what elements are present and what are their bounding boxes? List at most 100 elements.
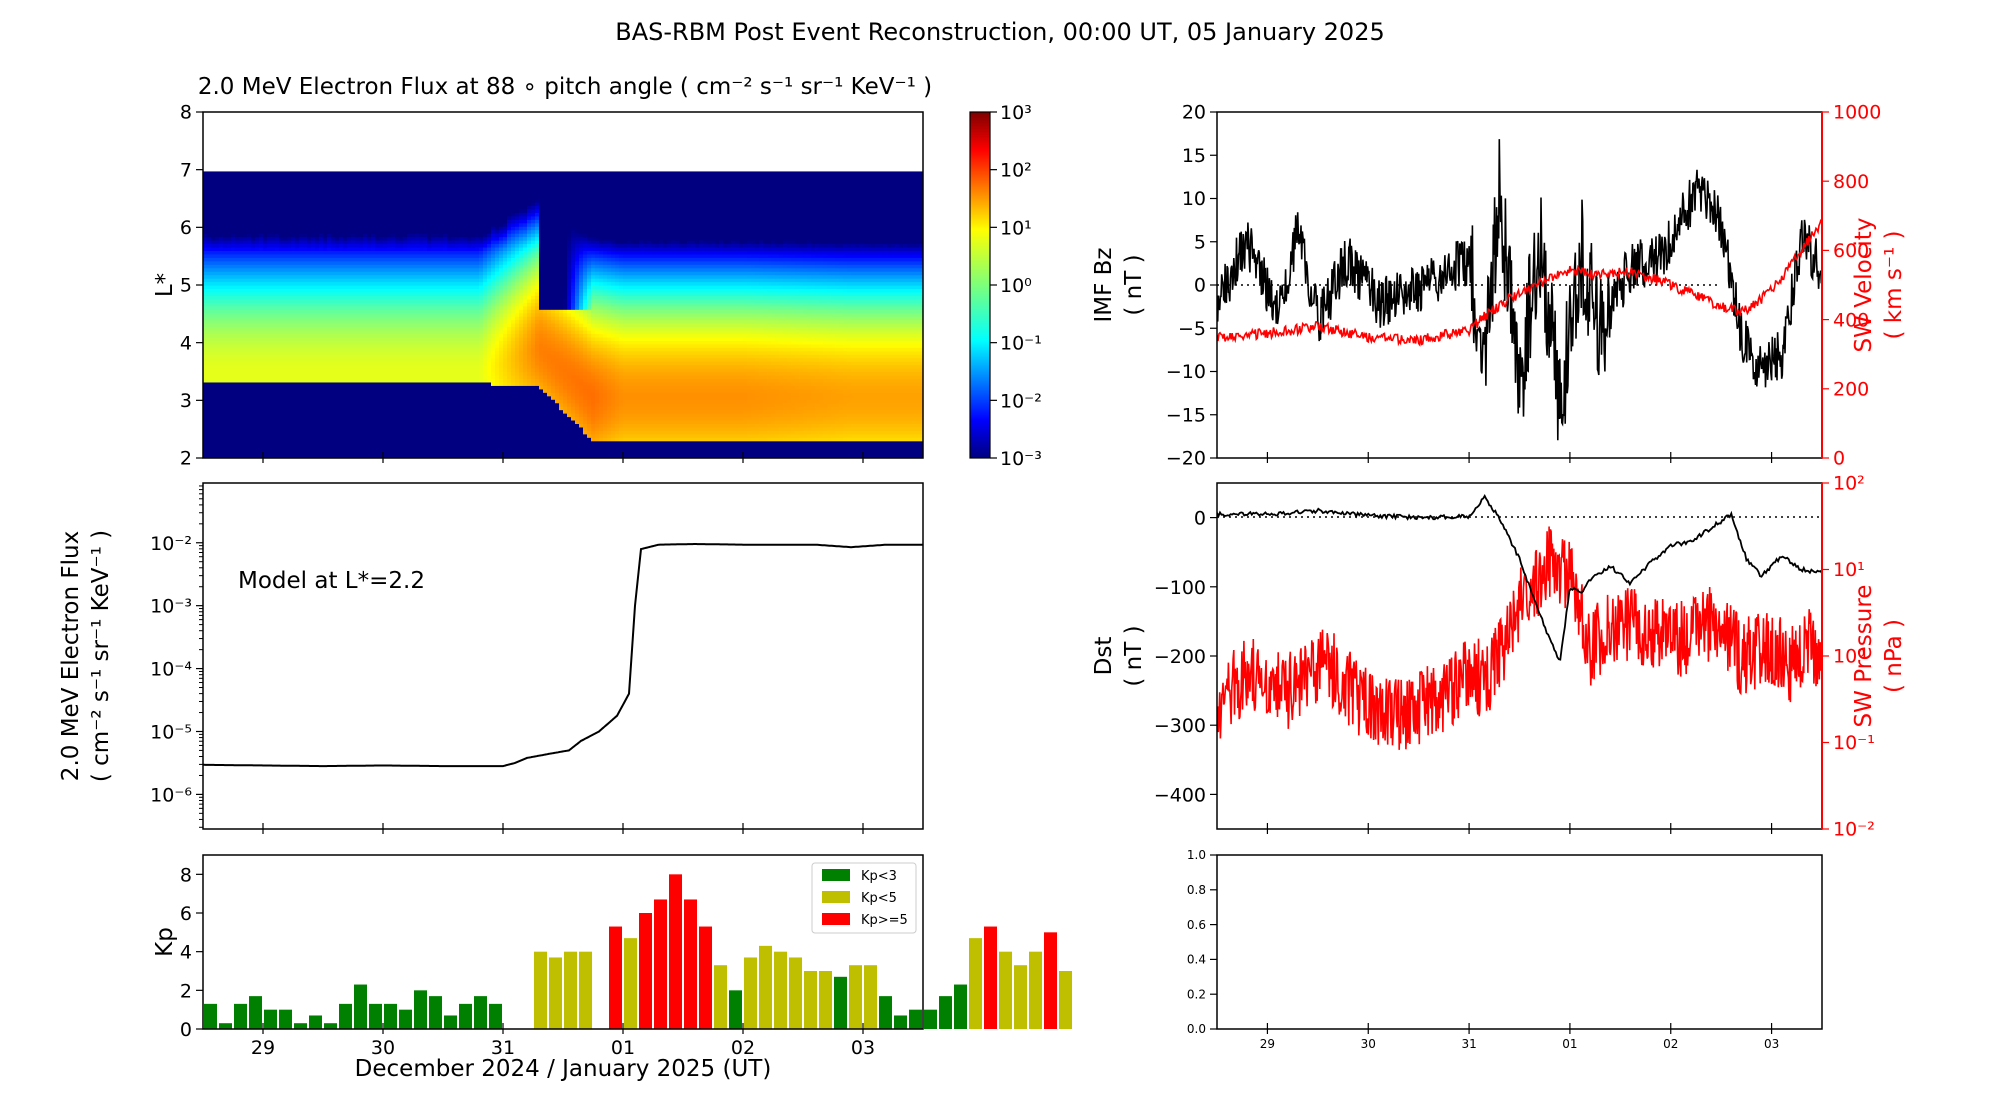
y-tick-label: 10⁻⁵ [150,721,192,743]
model-annotation: Model at L*=2.2 [238,568,425,594]
kp-bar [249,996,262,1029]
x-tick-label: 29 [1260,1037,1275,1051]
legend-label-kp5: Kp<5 [861,891,897,906]
y-tick-label: 8 [180,864,192,886]
y-tick-label: −300 [1154,715,1206,737]
y-tick-label: 3 [180,390,192,412]
kp-bar [1059,971,1072,1029]
kp-bar [624,938,637,1029]
kp-bar [714,965,727,1029]
kp-bar [489,1004,502,1029]
kp-bar [309,1015,322,1029]
y-tick-label: 8 [180,102,192,124]
y-tick-label: 10⁻³ [150,596,192,618]
y-tick-label: 7 [180,159,192,181]
y-tick-label: 0.0 [1187,1022,1206,1036]
kp-bar [264,1010,277,1029]
kp-bar [384,1004,397,1029]
kp-bar [639,913,652,1029]
y-tick-label: 5 [180,275,192,297]
y-tick-label: 10⁻¹ [1833,732,1875,754]
y-tick-label: 0 [180,1019,192,1041]
kp-bar [459,1004,472,1029]
x-tick-label: 03 [1764,1037,1779,1051]
model-flux-ylabel: 2.0 MeV Electron Flux( cm⁻² s⁻¹ sr⁻¹ KeV… [58,530,114,782]
model-flux-panel: 10⁻⁶ 10⁻⁵ 10⁻⁴ 10⁻³ 10⁻² Model at L*=2.2 2.0… [58,483,923,834]
y-tick-label: 5 [1194,231,1206,253]
y-tick-label: −20 [1166,448,1206,470]
kp-bar [774,952,787,1029]
y-tick-label: 10² [1833,473,1865,495]
y-tick-label: 10⁻² [1833,819,1875,841]
y-tick-label: 4 [180,942,192,964]
y-tick-label: 2 [180,980,192,1002]
spectrogram-title: 2.0 MeV Electron Flux at 88 ∘ pitch angl… [198,74,932,100]
kp-bar [834,977,847,1029]
legend-swatch-olive [822,891,850,903]
y-tick-label: 0.8 [1187,883,1206,897]
y-tick-label: 6 [180,217,192,239]
y-tick-label: 0 [1194,275,1206,297]
kp-bar [1014,965,1027,1029]
kp-bar [684,899,697,1029]
y-tick-label: 10¹ [1833,559,1865,581]
x-axis-label: December 2024 / January 2025 (UT) [355,1056,772,1082]
x-tick-label: 30 [1361,1037,1376,1051]
kp-bar [759,946,772,1029]
y-tick-label: 0 [1833,448,1845,470]
sw-velocity-ylabel: SW Velocity( km s⁻¹ ) [1851,218,1907,353]
kp-bar [234,1004,247,1029]
x-tick-label: 02 [1663,1037,1678,1051]
kp-bar [939,996,952,1029]
y-tick-label: 200 [1833,378,1869,400]
legend-label-kp3: Kp<3 [861,869,897,884]
colorbar-tick-label: 10⁻² [1000,390,1042,412]
y-tick-label: 15 [1182,145,1206,167]
y-tick-label: 800 [1833,171,1869,193]
kp-bar [399,1010,412,1029]
kp-bar [744,957,757,1029]
kp-legend: Kp<3 Kp<5 Kp>=5 [812,863,916,933]
empty-panel: 0.00.20.40.60.81.0 29 30 31 01 02 03 [1187,848,1822,1051]
y-tick-label: 0.6 [1187,918,1206,932]
y-tick-label: −100 [1154,577,1206,599]
x-tick-label: 03 [851,1037,875,1059]
y-tick-label: −15 [1166,404,1206,426]
kp-bar [294,1023,307,1029]
legend-label-kp5plus: Kp>=5 [861,913,908,928]
y-tick-label: −5 [1178,318,1206,340]
legend-swatch-red [822,913,850,925]
y-tick-label: 2 [180,448,192,470]
y-tick-label: −400 [1154,784,1206,806]
dst-ylabel: Dst( nT ) [1091,625,1147,686]
sw-pressure-ylabel: SW Pressure( nPa ) [1851,585,1907,728]
kp-bar [354,985,367,1029]
kp-bar [894,1015,907,1029]
colorbar-tick-label: 10³ [1000,102,1032,124]
kp-bar [729,990,742,1029]
kp-bar [879,996,892,1029]
kp-bar [969,938,982,1029]
kp-bar [324,1023,337,1029]
y-tick-label: 10⁻⁶ [150,784,192,806]
kp-bar [414,990,427,1029]
colorbar-tick-label: 10⁰ [1000,275,1032,297]
spectrogram-ylabel: L* [152,273,178,297]
kp-bar [924,1010,937,1029]
y-tick-label: 10⁻⁴ [150,659,192,681]
kp-ylabel: Kp [152,927,178,957]
kp-bar [669,874,682,1029]
imf-bz-line [1217,139,1822,440]
kp-bar [609,927,622,1029]
y-tick-label: 10⁻² [150,533,192,555]
kp-bar [534,952,547,1029]
kp-bar [1044,932,1057,1029]
kp-bar [474,996,487,1029]
figure-title: BAS-RBM Post Event Reconstruction, 00:00… [615,18,1385,46]
y-tick-label: −10 [1166,361,1206,383]
figure: BAS-RBM Post Event Reconstruction, 00:00… [0,0,2000,1100]
